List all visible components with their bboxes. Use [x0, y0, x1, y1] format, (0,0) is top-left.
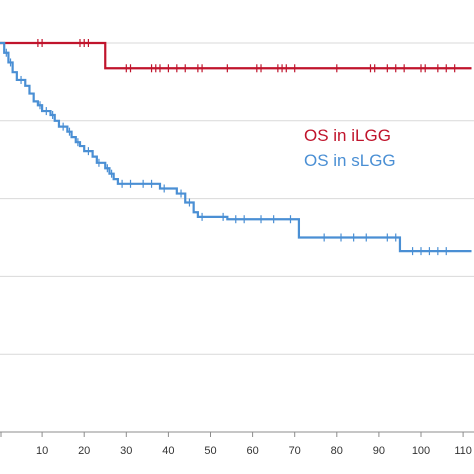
x-tick-label: 40	[162, 445, 174, 457]
x-tick-label: 20	[78, 445, 90, 457]
x-tick-label: 60	[246, 445, 258, 457]
legend-label-ilgg: OS in iLGG	[304, 126, 391, 145]
series-layer	[0, 39, 472, 256]
gridlines	[0, 42, 474, 355]
x-tick-label: 70	[289, 445, 301, 457]
x-tick-label: 10	[36, 445, 48, 457]
x-tick-label: 80	[331, 445, 343, 457]
x-tick-label: 90	[373, 445, 385, 457]
legend: OS in iLGG OS in sLGG	[304, 126, 396, 170]
x-axis: 10 20 30 40 50 60 70 80 90 100 110	[0, 431, 474, 457]
x-tick-label: 50	[204, 445, 216, 457]
series-line-0	[0, 41, 472, 70]
x-tick-label: 30	[120, 445, 132, 457]
x-tick-label: 100	[412, 445, 430, 457]
x-tick-label: 110	[454, 445, 472, 457]
legend-label-slgg: OS in sLGG	[304, 151, 396, 170]
